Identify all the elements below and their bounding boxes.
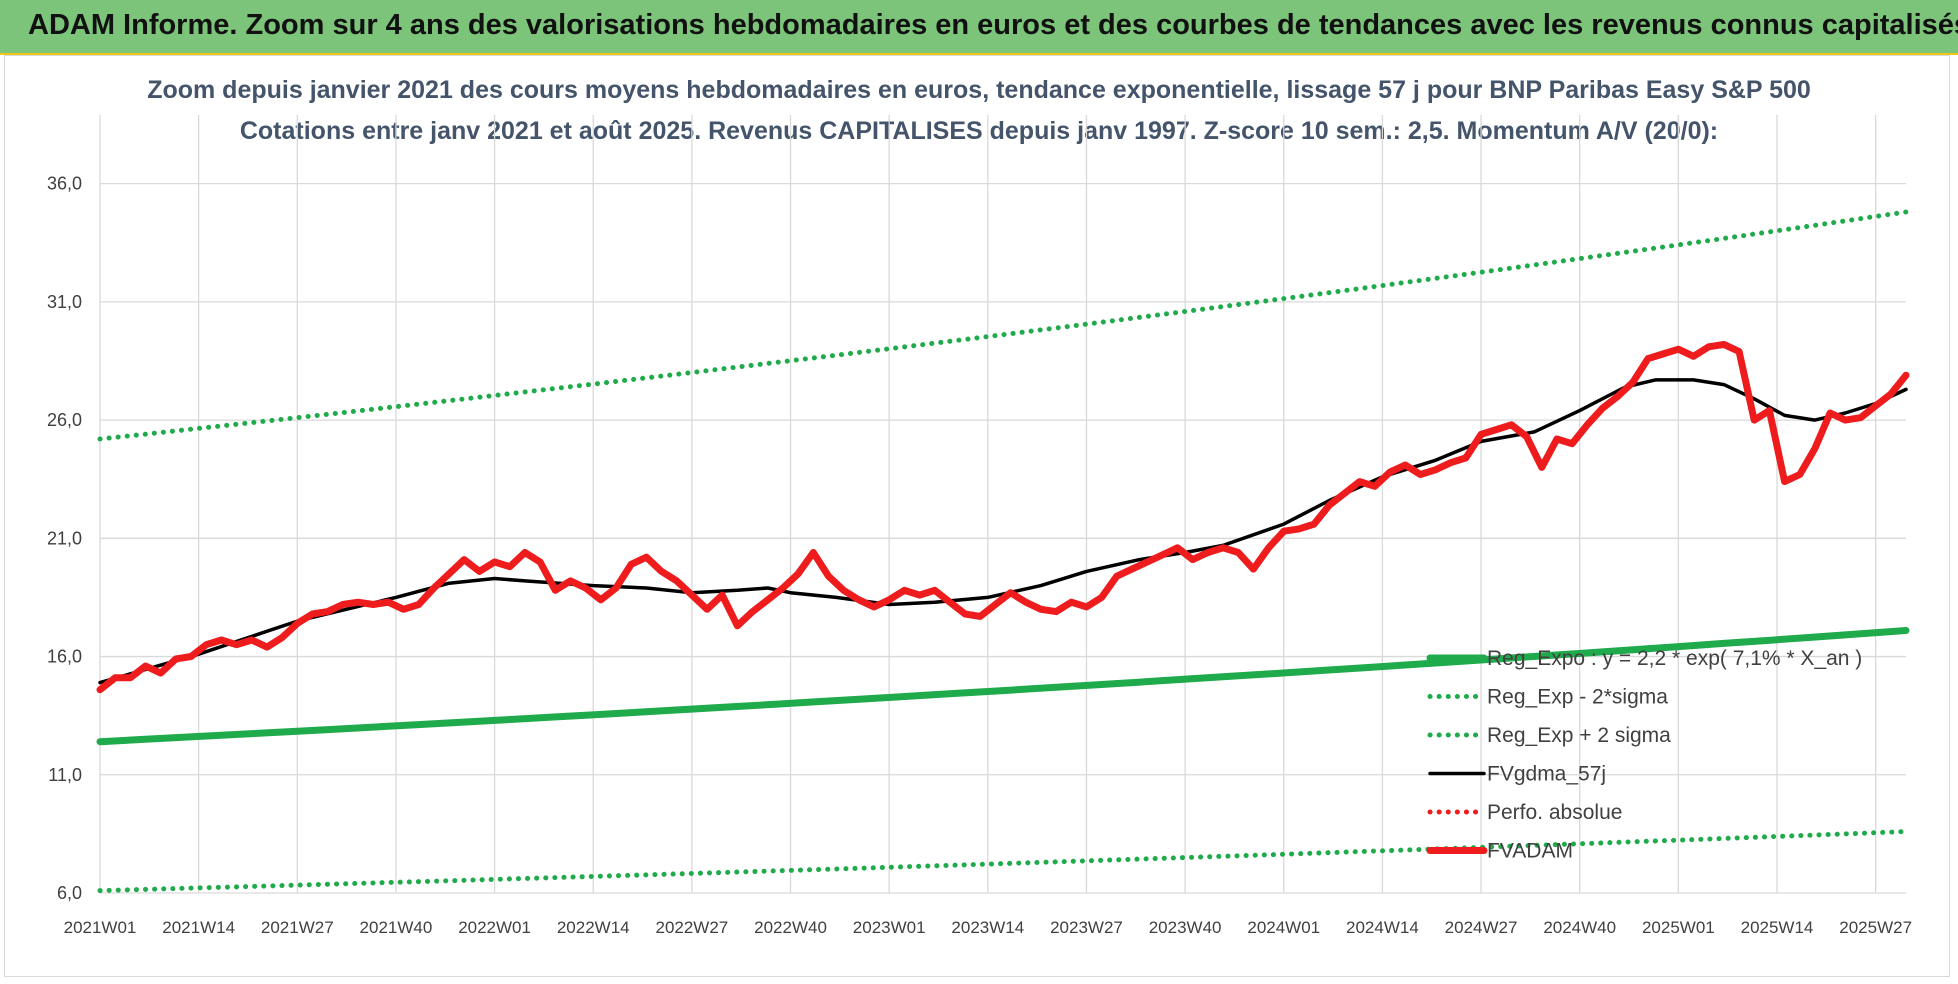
legend-label-perfo-absolue: Perfo. absolue <box>1487 801 1622 824</box>
y-tick-label: 11,0 <box>48 765 82 785</box>
y-tick-label: 26,0 <box>47 410 82 430</box>
report-banner: ADAM Informe. Zoom sur 4 ans des valoris… <box>0 0 1958 55</box>
series-line-fvgdma-57j <box>98 378 1908 685</box>
chart-frame <box>4 55 1950 977</box>
x-tick-label: 2023W14 <box>951 918 1024 937</box>
x-tick-label: 2023W01 <box>853 918 926 937</box>
x-tick-label: 2022W40 <box>754 918 827 937</box>
y-tick-label: 6,0 <box>57 883 82 903</box>
report-title: ADAM Informe. Zoom sur 4 ans des valoris… <box>28 9 1958 41</box>
y-tick-label: 21,0 <box>47 528 82 548</box>
x-tick-label: 2023W40 <box>1149 918 1222 937</box>
x-tick-label: 2021W01 <box>64 918 137 937</box>
x-tick-label: 2025W01 <box>1642 918 1715 937</box>
x-tick-label: 2025W27 <box>1839 918 1912 937</box>
x-tick-label: 2024W14 <box>1346 918 1419 937</box>
legend-label-fvadam: FVADAM <box>1487 840 1573 863</box>
x-tick-label: 2021W14 <box>162 918 235 937</box>
x-tick-label: 2022W01 <box>458 918 531 937</box>
chart-subtitle: Cotations entre janv 2021 et août 2025. … <box>239 117 1719 145</box>
legend: Reg_Expo : y = 2,2 * exp( 7,1% * X_an ) R… <box>1426 647 1862 863</box>
x-tick-label: 2022W14 <box>557 918 630 937</box>
series-line-reg-exp-2-sigma <box>97 209 1909 442</box>
series-line-fvadam <box>96 340 1910 694</box>
x-tick-label: 2021W27 <box>261 918 334 937</box>
x-tick-label: 2024W27 <box>1445 918 1518 937</box>
x-tick-label: 2025W14 <box>1741 918 1814 937</box>
series-line-reg-exp-2-sigma <box>97 829 1909 894</box>
series-line-reg-expo-y-2-2-exp-7-1-x-an <box>96 627 1910 746</box>
y-tick-label: 16,0 <box>47 647 82 667</box>
legend-label-reg-exp-2-sigma: Reg_Exp + 2 sigma <box>1487 724 1671 747</box>
y-tick-label: 36,0 <box>47 174 82 194</box>
series-lines <box>96 209 1910 894</box>
legend-label-fvgdma-57j: FVgdma_57j <box>1487 763 1606 786</box>
x-tick-label: 2024W01 <box>1247 918 1320 937</box>
legend-label-reg-exp-2-sigma: Reg_Exp - 2*sigma <box>1487 686 1668 709</box>
legend-label-reg-expo-y-2-2-exp-7-1-x-an: Reg_Expo : y = 2,2 * exp( 7,1% * X_an ) <box>1487 647 1862 670</box>
x-tick-label: 2024W40 <box>1543 918 1616 937</box>
gridlines <box>99 115 1906 894</box>
chart-title: Zoom depuis janvier 2021 des cours moyen… <box>147 76 1811 104</box>
y-axis: 6,0 11,0 16,0 21,0 26,0 31,0 36,0 <box>47 174 82 903</box>
x-tick-label: 2022W27 <box>655 918 728 937</box>
x-tick-label: 2023W27 <box>1050 918 1123 937</box>
x-axis: 2021W01 2021W14 2021W27 2021W40 2022W01 2022W… <box>64 918 1912 937</box>
y-tick-label: 31,0 <box>47 292 82 312</box>
x-tick-label: 2021W40 <box>360 918 433 937</box>
